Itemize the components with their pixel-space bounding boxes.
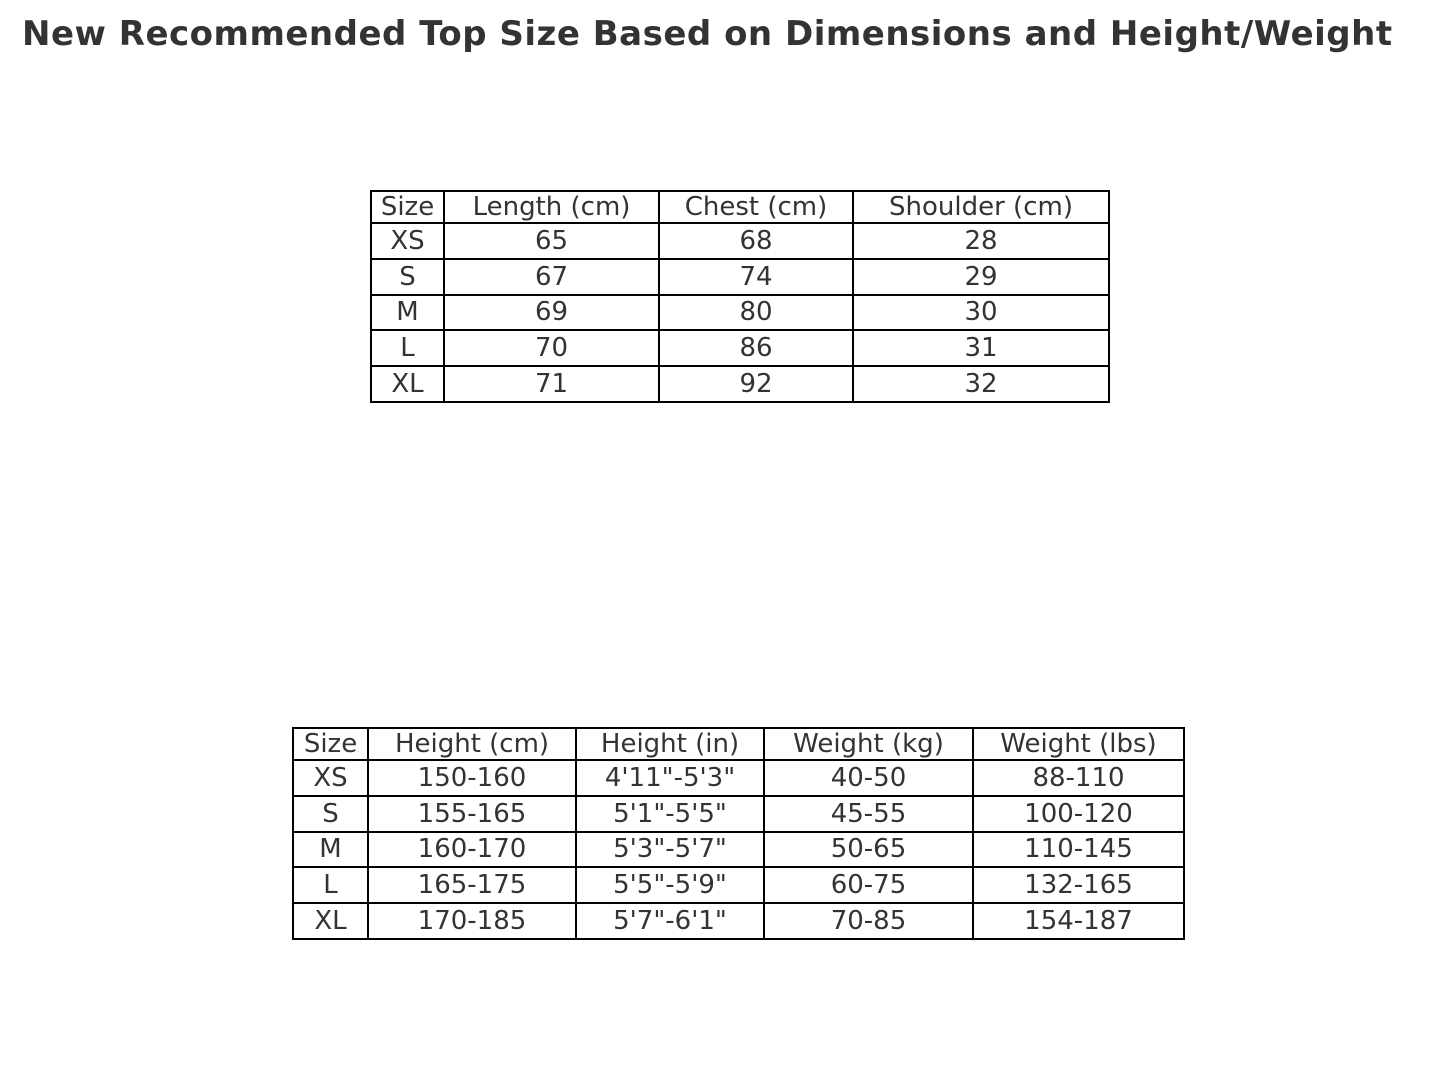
table-row: L 165-175 5'5"-5'9" 60-75 132-165 [292,866,1185,905]
table-cell: 132-165 [972,866,1185,905]
table-cell: 74 [658,257,854,296]
table-cell: 50-65 [763,830,974,869]
header-row: Size Height (cm) Height (in) Weight (kg) Wei… [292,727,1185,761]
table-cell: 5'5"-5'9" [575,866,765,905]
table-cell: 100-120 [972,794,1185,833]
table-cell: 69 [443,293,660,332]
table-cell: 4'11"-5'3" [575,759,765,797]
table-row: XS 150-160 4'11"-5'3" 40-50 88-110 [292,759,1185,797]
table-cell: 45-55 [763,794,974,833]
table-row: M 160-170 5'3"-5'7" 50-65 110-145 [292,830,1185,869]
dimensions-table: Size Length (cm) Chest (cm) Shoulder (cm) XS… [370,190,1110,403]
table-cell: 5'3"-5'7" [575,830,765,869]
header-row: Size Length (cm) Chest (cm) Shoulder (cm) [370,190,1110,224]
table-cell: 165-175 [367,866,577,905]
size-label-cell: M [370,293,445,332]
size-label-cell: XS [370,222,445,260]
table-cell: 29 [852,257,1110,296]
size-label-cell: XL [370,365,445,403]
table-cell: 150-160 [367,759,577,797]
table-cell: 5'7"-6'1" [575,902,765,940]
size-label-cell: S [370,257,445,296]
size-label-cell: M [292,830,369,869]
column-header: Height (cm) [367,727,577,761]
column-header: Height (in) [575,727,765,761]
table-cell: 110-145 [972,830,1185,869]
column-header: Shoulder (cm) [852,190,1110,224]
column-header: Size [292,727,369,761]
table-row: L 70 86 31 [370,329,1110,368]
size-label-cell: XL [292,902,369,940]
table-cell: 170-185 [367,902,577,940]
table-cell: 154-187 [972,902,1185,940]
column-header: Length (cm) [443,190,660,224]
table-cell: 160-170 [367,830,577,869]
table-row: XL 170-185 5'7"-6'1" 70-85 154-187 [292,902,1185,940]
table-cell: 40-50 [763,759,974,797]
table-row: XL 71 92 32 [370,365,1110,403]
table-cell: 92 [658,365,854,403]
table-cell: 68 [658,222,854,260]
table-cell: 31 [852,329,1110,368]
height-weight-table: Size Height (cm) Height (in) Weight (kg) Wei… [292,727,1185,940]
column-header: Weight (lbs) [972,727,1185,761]
size-label-cell: L [370,329,445,368]
column-header: Weight (kg) [763,727,974,761]
size-label-cell: L [292,866,369,905]
table-cell: 155-165 [367,794,577,833]
column-header: Size [370,190,445,224]
table-cell: 80 [658,293,854,332]
table-row: S 155-165 5'1"-5'5" 45-55 100-120 [292,794,1185,833]
table-cell: 32 [852,365,1110,403]
table-cell: 86 [658,329,854,368]
table-row: XS 65 68 28 [370,222,1110,260]
table-cell: 65 [443,222,660,260]
column-header: Chest (cm) [658,190,854,224]
table-cell: 71 [443,365,660,403]
table-cell: 67 [443,257,660,296]
table-row: S 67 74 29 [370,257,1110,296]
table-cell: 70-85 [763,902,974,940]
figure-title: New Recommended Top Size Based on Dimens… [22,14,1393,54]
table-cell: 5'1"-5'5" [575,794,765,833]
table-cell: 30 [852,293,1110,332]
table-cell: 88-110 [972,759,1185,797]
size-label-cell: S [292,794,369,833]
table-cell: 60-75 [763,866,974,905]
table-row: M 69 80 30 [370,293,1110,332]
size-label-cell: XS [292,759,369,797]
table-cell: 28 [852,222,1110,260]
table-cell: 70 [443,329,660,368]
